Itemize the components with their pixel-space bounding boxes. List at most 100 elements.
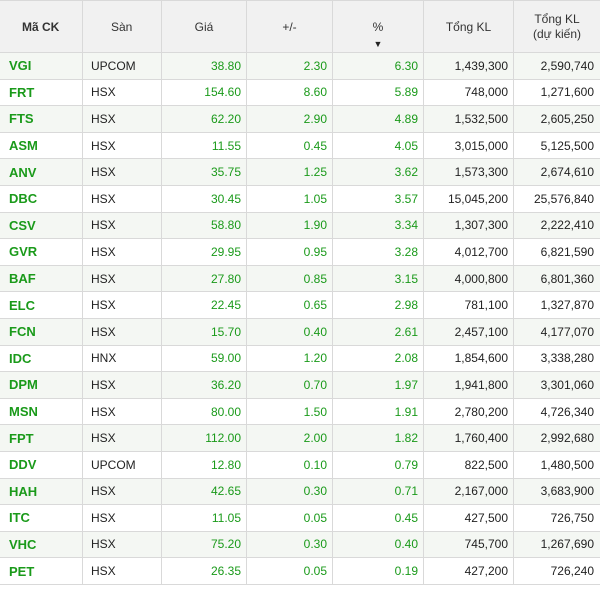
cell-san: HSX [82, 371, 162, 399]
column-header-ma-ck[interactable]: Mã CK [0, 0, 83, 53]
sort-desc-icon: ▼ [373, 39, 383, 49]
table-row[interactable]: ELC HSX 22.45 0.65 2.98 781,100 1,327,870 [0, 291, 600, 319]
cell-gia: 42.65 [161, 477, 247, 506]
cell-tong-kl-du-kien: 25,576,840 [513, 184, 600, 213]
column-header-label: Tổng KL [445, 19, 492, 34]
cell-san: HSX [82, 317, 162, 346]
cell-change: 2.00 [246, 424, 333, 452]
table-row[interactable]: CSV HSX 58.80 1.90 3.34 1,307,300 2,222,410 [0, 211, 600, 240]
cell-san: HSX [82, 264, 162, 293]
table-row[interactable]: ANV HSX 35.75 1.25 3.62 1,573,300 2,674,610 [0, 158, 600, 186]
cell-percent: 0.79 [332, 450, 424, 479]
table-row[interactable]: VHC HSX 75.20 0.30 0.40 745,700 1,267,690 [0, 530, 600, 559]
table-row[interactable]: DPM HSX 36.20 0.70 1.97 1,941,800 3,301,060 [0, 371, 600, 399]
cell-san: HSX [82, 105, 162, 133]
column-header-tong-kl[interactable]: Tổng KL [423, 0, 514, 53]
cell-san: HSX [82, 238, 162, 266]
table-row[interactable]: DDV UPCOM 12.80 0.10 0.79 822,500 1,480,500 [0, 450, 600, 479]
cell-ma-ck[interactable]: GVR [0, 238, 83, 266]
cell-ma-ck[interactable]: ELC [0, 291, 83, 319]
cell-percent: 1.97 [332, 371, 424, 399]
column-header-gia[interactable]: Giá [161, 0, 247, 53]
column-header-label: Giá [194, 19, 214, 34]
table-row[interactable]: PET HSX 26.35 0.05 0.19 427,200 726,240 [0, 557, 600, 585]
cell-tong-kl: 4,000,800 [423, 264, 514, 293]
cell-ma-ck[interactable]: FPT [0, 424, 83, 452]
cell-change: 2.30 [246, 52, 333, 80]
cell-ma-ck[interactable]: ANV [0, 158, 83, 186]
cell-ma-ck[interactable]: PET [0, 557, 83, 585]
cell-tong-kl: 4,012,700 [423, 238, 514, 266]
cell-ma-ck[interactable]: DBC [0, 184, 83, 213]
cell-change: 1.90 [246, 211, 333, 240]
table-row[interactable]: HAH HSX 42.65 0.30 0.71 2,167,000 3,683,900 [0, 477, 600, 506]
cell-tong-kl-du-kien: 2,590,740 [513, 52, 600, 80]
cell-ma-ck[interactable]: FCN [0, 317, 83, 346]
cell-change: 0.30 [246, 530, 333, 559]
table-row[interactable]: FRT HSX 154.60 8.60 5.89 748,000 1,271,600 [0, 78, 600, 107]
cell-ma-ck[interactable]: ITC [0, 504, 83, 532]
cell-gia: 27.80 [161, 264, 247, 293]
cell-ma-ck[interactable]: VGI [0, 52, 83, 80]
table-row[interactable]: IDC HNX 59.00 1.20 2.08 1,854,600 3,338,280 [0, 344, 600, 373]
cell-san: HNX [82, 344, 162, 373]
cell-san: HSX [82, 158, 162, 186]
cell-ma-ck[interactable]: BAF [0, 264, 83, 293]
cell-percent: 1.82 [332, 424, 424, 452]
cell-ma-ck[interactable]: DDV [0, 450, 83, 479]
cell-tong-kl: 748,000 [423, 78, 514, 107]
column-header-label: % [372, 19, 384, 34]
table-row[interactable]: MSN HSX 80.00 1.50 1.91 2,780,200 4,726,340 [0, 397, 600, 426]
cell-percent: 2.08 [332, 344, 424, 373]
cell-percent: 5.89 [332, 78, 424, 107]
column-header-tong-kl-du-kien[interactable]: Tổng KL (dự kiến) [513, 0, 600, 53]
cell-ma-ck[interactable]: VHC [0, 530, 83, 559]
cell-tong-kl: 15,045,200 [423, 184, 514, 213]
stock-table: Mã CK Sàn Giá +/- % ▼ Tổng KL Tổng KL (d… [0, 0, 600, 585]
cell-tong-kl-du-kien: 1,271,600 [513, 78, 600, 107]
table-row[interactable]: DBC HSX 30.45 1.05 3.57 15,045,200 25,576,840 [0, 184, 600, 213]
cell-tong-kl-du-kien: 6,801,360 [513, 264, 600, 293]
table-row[interactable]: BAF HSX 27.80 0.85 3.15 4,000,800 6,801,360 [0, 264, 600, 293]
cell-tong-kl: 2,780,200 [423, 397, 514, 426]
cell-change: 0.45 [246, 131, 333, 160]
table-row[interactable]: GVR HSX 29.95 0.95 3.28 4,012,700 6,821,590 [0, 238, 600, 266]
cell-change: 0.05 [246, 504, 333, 532]
cell-ma-ck[interactable]: FRT [0, 78, 83, 107]
cell-san: HSX [82, 211, 162, 240]
table-header-row: Mã CK Sàn Giá +/- % ▼ Tổng KL Tổng KL (d… [0, 0, 600, 53]
cell-gia: 58.80 [161, 211, 247, 240]
cell-ma-ck[interactable]: DPM [0, 371, 83, 399]
column-header-san[interactable]: Sàn [82, 0, 162, 53]
cell-gia: 11.05 [161, 504, 247, 532]
table-row[interactable]: ITC HSX 11.05 0.05 0.45 427,500 726,750 [0, 504, 600, 532]
column-header-sublabel: (dự kiến) [532, 26, 582, 41]
table-body: VGI UPCOM 38.80 2.30 6.30 1,439,300 2,590,740 F… [0, 52, 600, 585]
cell-change: 1.25 [246, 158, 333, 186]
column-header-change[interactable]: +/- [246, 0, 333, 53]
cell-tong-kl-du-kien: 726,750 [513, 504, 600, 532]
cell-tong-kl-du-kien: 3,338,280 [513, 344, 600, 373]
cell-percent: 3.57 [332, 184, 424, 213]
table-row[interactable]: ASM HSX 11.55 0.45 4.05 3,015,000 5,125,500 [0, 131, 600, 160]
cell-ma-ck[interactable]: CSV [0, 211, 83, 240]
cell-ma-ck[interactable]: MSN [0, 397, 83, 426]
cell-percent: 4.89 [332, 105, 424, 133]
cell-ma-ck[interactable]: FTS [0, 105, 83, 133]
cell-tong-kl-du-kien: 3,683,900 [513, 477, 600, 506]
cell-tong-kl-du-kien: 6,821,590 [513, 238, 600, 266]
column-header-label: Mã CK [22, 19, 60, 34]
cell-tong-kl-du-kien: 726,240 [513, 557, 600, 585]
cell-ma-ck[interactable]: HAH [0, 477, 83, 506]
column-header-percent[interactable]: % ▼ [332, 0, 424, 53]
cell-san: HSX [82, 184, 162, 213]
cell-tong-kl-du-kien: 1,267,690 [513, 530, 600, 559]
cell-ma-ck[interactable]: IDC [0, 344, 83, 373]
table-row[interactable]: FPT HSX 112.00 2.00 1.82 1,760,400 2,992,680 [0, 424, 600, 452]
cell-ma-ck[interactable]: ASM [0, 131, 83, 160]
table-row[interactable]: FTS HSX 62.20 2.90 4.89 1,532,500 2,605,250 [0, 105, 600, 133]
cell-tong-kl-du-kien: 2,222,410 [513, 211, 600, 240]
cell-gia: 29.95 [161, 238, 247, 266]
table-row[interactable]: FCN HSX 15.70 0.40 2.61 2,457,100 4,177,070 [0, 317, 600, 346]
table-row[interactable]: VGI UPCOM 38.80 2.30 6.30 1,439,300 2,590,740 [0, 52, 600, 80]
